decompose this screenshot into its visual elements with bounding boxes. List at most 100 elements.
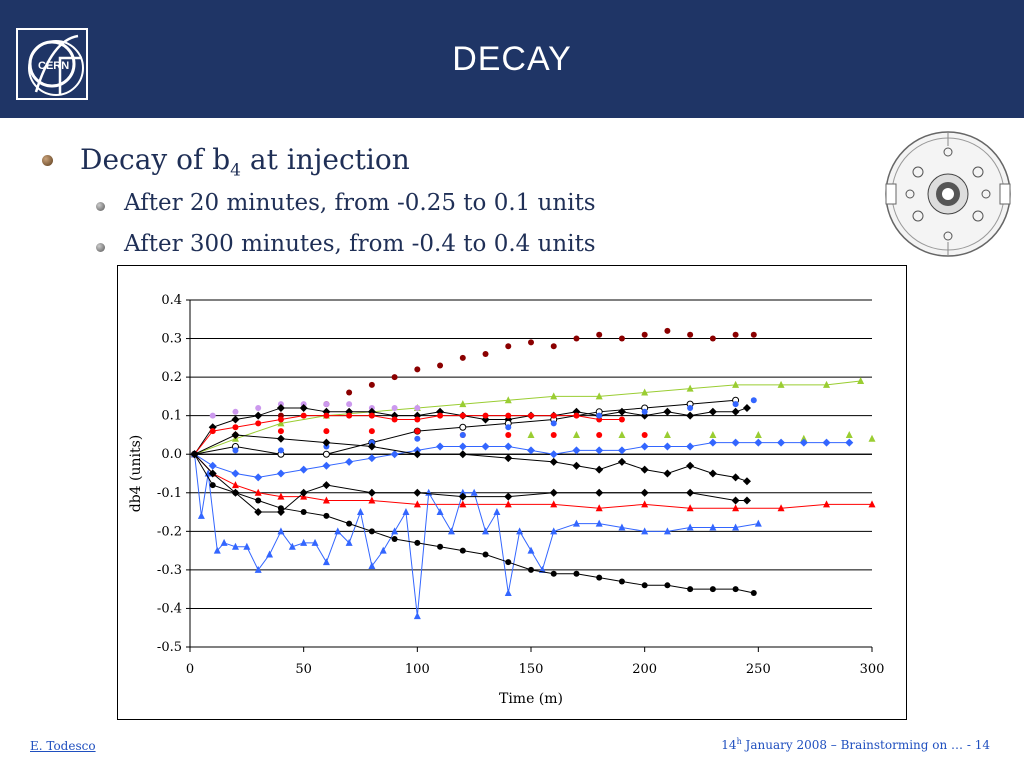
data-point xyxy=(459,400,467,408)
data-point xyxy=(742,403,751,412)
data-point xyxy=(368,412,375,419)
data-point xyxy=(391,374,398,381)
y-tick-label: 0.3 xyxy=(161,332,182,347)
data-point xyxy=(220,538,228,546)
series-12 xyxy=(191,450,762,620)
data-point xyxy=(209,412,216,419)
data-point xyxy=(368,381,375,388)
data-point xyxy=(459,354,466,361)
data-point xyxy=(550,527,558,535)
data-point xyxy=(641,408,648,415)
data-point xyxy=(687,586,694,593)
data-point xyxy=(595,465,604,474)
y-axis-label: db4 (units) xyxy=(128,435,144,513)
data-point xyxy=(197,511,205,519)
data-point xyxy=(732,523,740,531)
data-point xyxy=(379,546,387,554)
x-tick-label: 250 xyxy=(746,662,771,677)
data-point xyxy=(288,542,296,550)
cern-logo-icon: CERN xyxy=(16,28,88,100)
data-point xyxy=(367,488,376,497)
x-axis-label: Time (m) xyxy=(499,691,563,707)
data-point xyxy=(708,438,717,447)
data-point xyxy=(368,496,376,504)
data-point xyxy=(618,430,626,438)
data-point xyxy=(413,411,422,420)
data-point xyxy=(777,380,785,388)
decay-chart-svg: 0.4 0.3 0.2 0.1 0.0 -0.1 -0.2 -0.3 -0.4 -0.5 0 50 10… xyxy=(128,293,884,707)
data-point xyxy=(231,469,240,478)
data-point xyxy=(414,539,421,546)
data-point xyxy=(550,412,557,419)
data-point xyxy=(505,559,512,566)
data-point xyxy=(208,469,217,478)
data-point xyxy=(687,404,694,411)
x-tick-label: 50 xyxy=(295,662,312,677)
series-2 xyxy=(191,376,865,458)
data-point xyxy=(254,473,263,482)
data-point xyxy=(618,578,625,585)
data-point xyxy=(731,407,740,416)
data-point xyxy=(276,403,285,412)
data-point xyxy=(800,434,808,442)
slide-title: DECAY xyxy=(452,40,572,78)
data-point xyxy=(549,488,558,497)
data-point xyxy=(617,457,626,466)
data-point xyxy=(528,412,534,419)
data-point xyxy=(334,527,342,535)
magnet-cross-section-icon xyxy=(885,131,1011,257)
x-tick-label: 100 xyxy=(405,662,430,677)
data-point xyxy=(687,331,694,338)
data-point xyxy=(618,335,625,342)
data-point xyxy=(823,380,831,388)
data-point xyxy=(299,403,308,412)
data-point xyxy=(686,461,695,470)
series-8 xyxy=(191,450,876,512)
data-point xyxy=(391,404,398,411)
data-point xyxy=(437,362,444,369)
data-point xyxy=(618,523,626,531)
data-point xyxy=(390,411,399,420)
data-point xyxy=(413,450,422,459)
data-point xyxy=(868,434,876,442)
data-point xyxy=(413,488,422,497)
data-point xyxy=(232,424,239,431)
data-point xyxy=(357,508,364,516)
data-point xyxy=(641,431,648,438)
data-point xyxy=(596,412,603,419)
x-tick-label: 0 xyxy=(186,662,194,677)
data-point xyxy=(255,420,262,427)
data-point xyxy=(641,500,649,508)
data-point xyxy=(346,401,353,408)
data-point xyxy=(300,412,307,419)
data-point xyxy=(504,500,512,508)
data-point xyxy=(482,412,489,419)
data-point xyxy=(413,500,421,508)
data-point xyxy=(663,527,671,535)
series-line xyxy=(194,407,748,455)
data-point xyxy=(277,416,284,423)
footer-author[interactable]: E. Todesco xyxy=(30,739,96,753)
data-point xyxy=(777,504,785,512)
data-point xyxy=(596,431,603,438)
data-point xyxy=(277,428,284,435)
data-point xyxy=(709,430,717,438)
data-point xyxy=(617,407,626,416)
data-point xyxy=(231,542,239,550)
series-line xyxy=(194,415,622,455)
data-point xyxy=(754,430,762,438)
data-point xyxy=(504,442,513,451)
data-point xyxy=(323,512,330,519)
series-3 xyxy=(527,430,876,442)
data-point xyxy=(527,430,535,438)
bullet-20-minutes: After 20 minutes, from -0.25 to 0.1 unit… xyxy=(124,190,596,216)
data-point xyxy=(572,446,581,455)
data-point xyxy=(482,527,490,535)
data-point xyxy=(243,542,251,550)
data-point xyxy=(277,492,285,500)
data-point xyxy=(459,412,466,419)
data-point xyxy=(413,612,421,620)
data-point xyxy=(742,477,751,486)
svg-text:CERN: CERN xyxy=(38,60,69,72)
data-point xyxy=(505,343,512,350)
